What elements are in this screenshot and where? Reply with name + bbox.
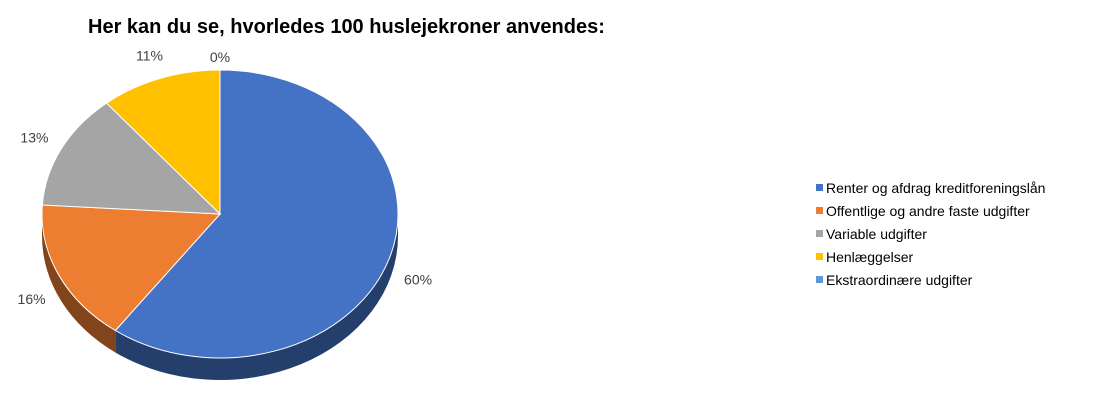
legend-swatch — [816, 184, 823, 191]
legend-label: Ekstraordinære udgifter — [826, 271, 973, 288]
pct-label-variable-udgifter: 13% — [20, 130, 48, 146]
pie-side-offentlige-og-andre-faste-udgifter — [41, 214, 116, 353]
legend-swatch — [816, 253, 823, 260]
pie-labels: 60% 16% 13% 11% 0% — [18, 47, 433, 306]
pct-label-ekstraordin-re-udgifter: 0% — [210, 49, 230, 65]
legend-label: Variable udgifter — [826, 225, 927, 242]
legend-item: Ekstraordinære udgifter — [816, 268, 1045, 291]
pct-label-henl-ggelser: 11% — [136, 47, 163, 63]
pie-side-renter-og-afdrag-kreditforeningslan — [115, 214, 399, 380]
chart-title: Her kan du se, hvorledes 100 huslejekron… — [88, 16, 605, 38]
legend-swatch — [816, 230, 823, 237]
legend-item: Offentlige og andre faste udgifter — [816, 199, 1045, 222]
pie-slice-renter-og-afdrag-kreditforeningslan — [114, 69, 399, 359]
legend-label: Henlæggelser — [826, 248, 914, 265]
pie-slice-offentlige-og-andre-faste-udgifter — [41, 204, 222, 332]
legend-item: Renter og afdrag kreditforeningslån — [816, 176, 1045, 199]
legend: Renter og afdrag kreditforeningslån Offen… — [816, 176, 1045, 291]
pie-depth — [41, 214, 399, 380]
pie-slice-variable-udgifter — [41, 102, 222, 215]
legend-swatch — [816, 207, 823, 214]
pie-slices — [41, 69, 399, 359]
legend-swatch — [816, 276, 823, 283]
legend-label: Offentlige og andre faste udgifter — [826, 202, 1030, 219]
legend-item: Variable udgifter — [816, 222, 1045, 245]
pie-slice-henl-ggelser — [105, 69, 221, 216]
pct-label-renter-og-afdrag-kreditforeningslan: 60% — [404, 271, 432, 287]
pct-label-offentlige-og-andre-faste-udgifter: 16% — [18, 291, 46, 307]
legend-label: Renter og afdrag kreditforeningslån — [826, 179, 1046, 196]
legend-item: Henlæggelser — [816, 245, 1045, 268]
